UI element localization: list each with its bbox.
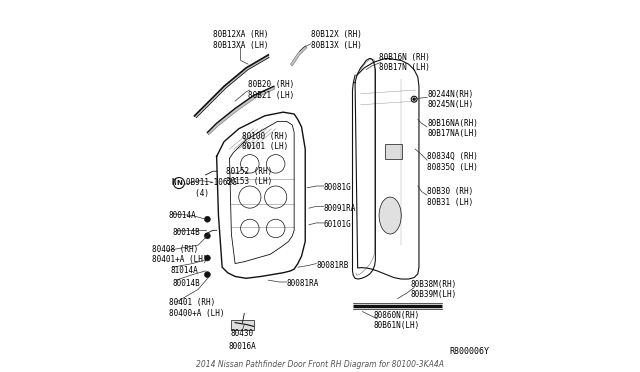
Text: 80408 (RH)
80401+A (LH): 80408 (RH) 80401+A (LH) bbox=[152, 245, 207, 264]
Text: 80016A: 80016A bbox=[228, 342, 257, 351]
Circle shape bbox=[204, 272, 211, 278]
FancyBboxPatch shape bbox=[232, 320, 253, 330]
Text: 80430: 80430 bbox=[231, 329, 254, 338]
Text: N: N bbox=[176, 180, 182, 186]
Text: 80100 (RH)
80101 (LH): 80100 (RH) 80101 (LH) bbox=[243, 132, 289, 151]
Text: 80091RA: 80091RA bbox=[324, 203, 356, 213]
Text: 80152 (RH)
80153 (LH): 80152 (RH) 80153 (LH) bbox=[226, 167, 272, 186]
Polygon shape bbox=[207, 86, 275, 135]
Text: 80860N(RH)
80B61N(LH): 80860N(RH) 80B61N(LH) bbox=[374, 311, 420, 330]
Polygon shape bbox=[195, 55, 269, 118]
Text: 80081G: 80081G bbox=[324, 183, 351, 192]
Circle shape bbox=[204, 255, 211, 261]
Text: 80B38M(RH)
80B39M(LH): 80B38M(RH) 80B39M(LH) bbox=[410, 280, 457, 299]
Text: 80B12X (RH)
80B13X (LH): 80B12X (RH) 80B13X (LH) bbox=[311, 31, 362, 50]
Text: 80B16NA(RH)
80B17NA(LH): 80B16NA(RH) 80B17NA(LH) bbox=[427, 119, 478, 138]
Text: 80081RB: 80081RB bbox=[316, 261, 349, 270]
Text: R800006Y: R800006Y bbox=[450, 347, 490, 356]
Text: 80401 (RH)
80400+A (LH): 80401 (RH) 80400+A (LH) bbox=[168, 298, 224, 318]
Ellipse shape bbox=[379, 197, 401, 234]
Text: 80244N(RH)
80245N(LH): 80244N(RH) 80245N(LH) bbox=[427, 90, 474, 109]
Circle shape bbox=[413, 98, 415, 101]
Text: 81014A: 81014A bbox=[170, 266, 198, 275]
Text: 80B30 (RH)
80B31 (LH): 80B30 (RH) 80B31 (LH) bbox=[427, 187, 474, 207]
Text: 80014B: 80014B bbox=[172, 279, 200, 288]
Text: 80B12XA (RH)
80B13XA (LH): 80B12XA (RH) 80B13XA (LH) bbox=[213, 31, 268, 50]
Text: 80B20 (RH)
80B21 (LH): 80B20 (RH) 80B21 (LH) bbox=[248, 80, 294, 100]
Text: 80014A: 80014A bbox=[168, 211, 196, 220]
Text: 2014 Nissan Pathfinder Door Front RH Diagram for 80100-3KA4A: 2014 Nissan Pathfinder Door Front RH Dia… bbox=[196, 360, 444, 369]
Text: 80014B: 80014B bbox=[172, 228, 200, 237]
Circle shape bbox=[204, 233, 211, 239]
Text: 60101G: 60101G bbox=[324, 220, 351, 229]
Polygon shape bbox=[291, 46, 307, 66]
FancyBboxPatch shape bbox=[385, 144, 403, 160]
Text: 80081RA: 80081RA bbox=[287, 279, 319, 288]
Text: 80834Q (RH)
80835Q (LH): 80834Q (RH) 80835Q (LH) bbox=[427, 152, 478, 172]
Text: N  0B911-1062G
     (4): N 0B911-1062G (4) bbox=[172, 178, 237, 198]
Circle shape bbox=[204, 216, 211, 222]
Text: 80B16N (RH)
80B17N (LH): 80B16N (RH) 80B17N (LH) bbox=[379, 52, 430, 72]
